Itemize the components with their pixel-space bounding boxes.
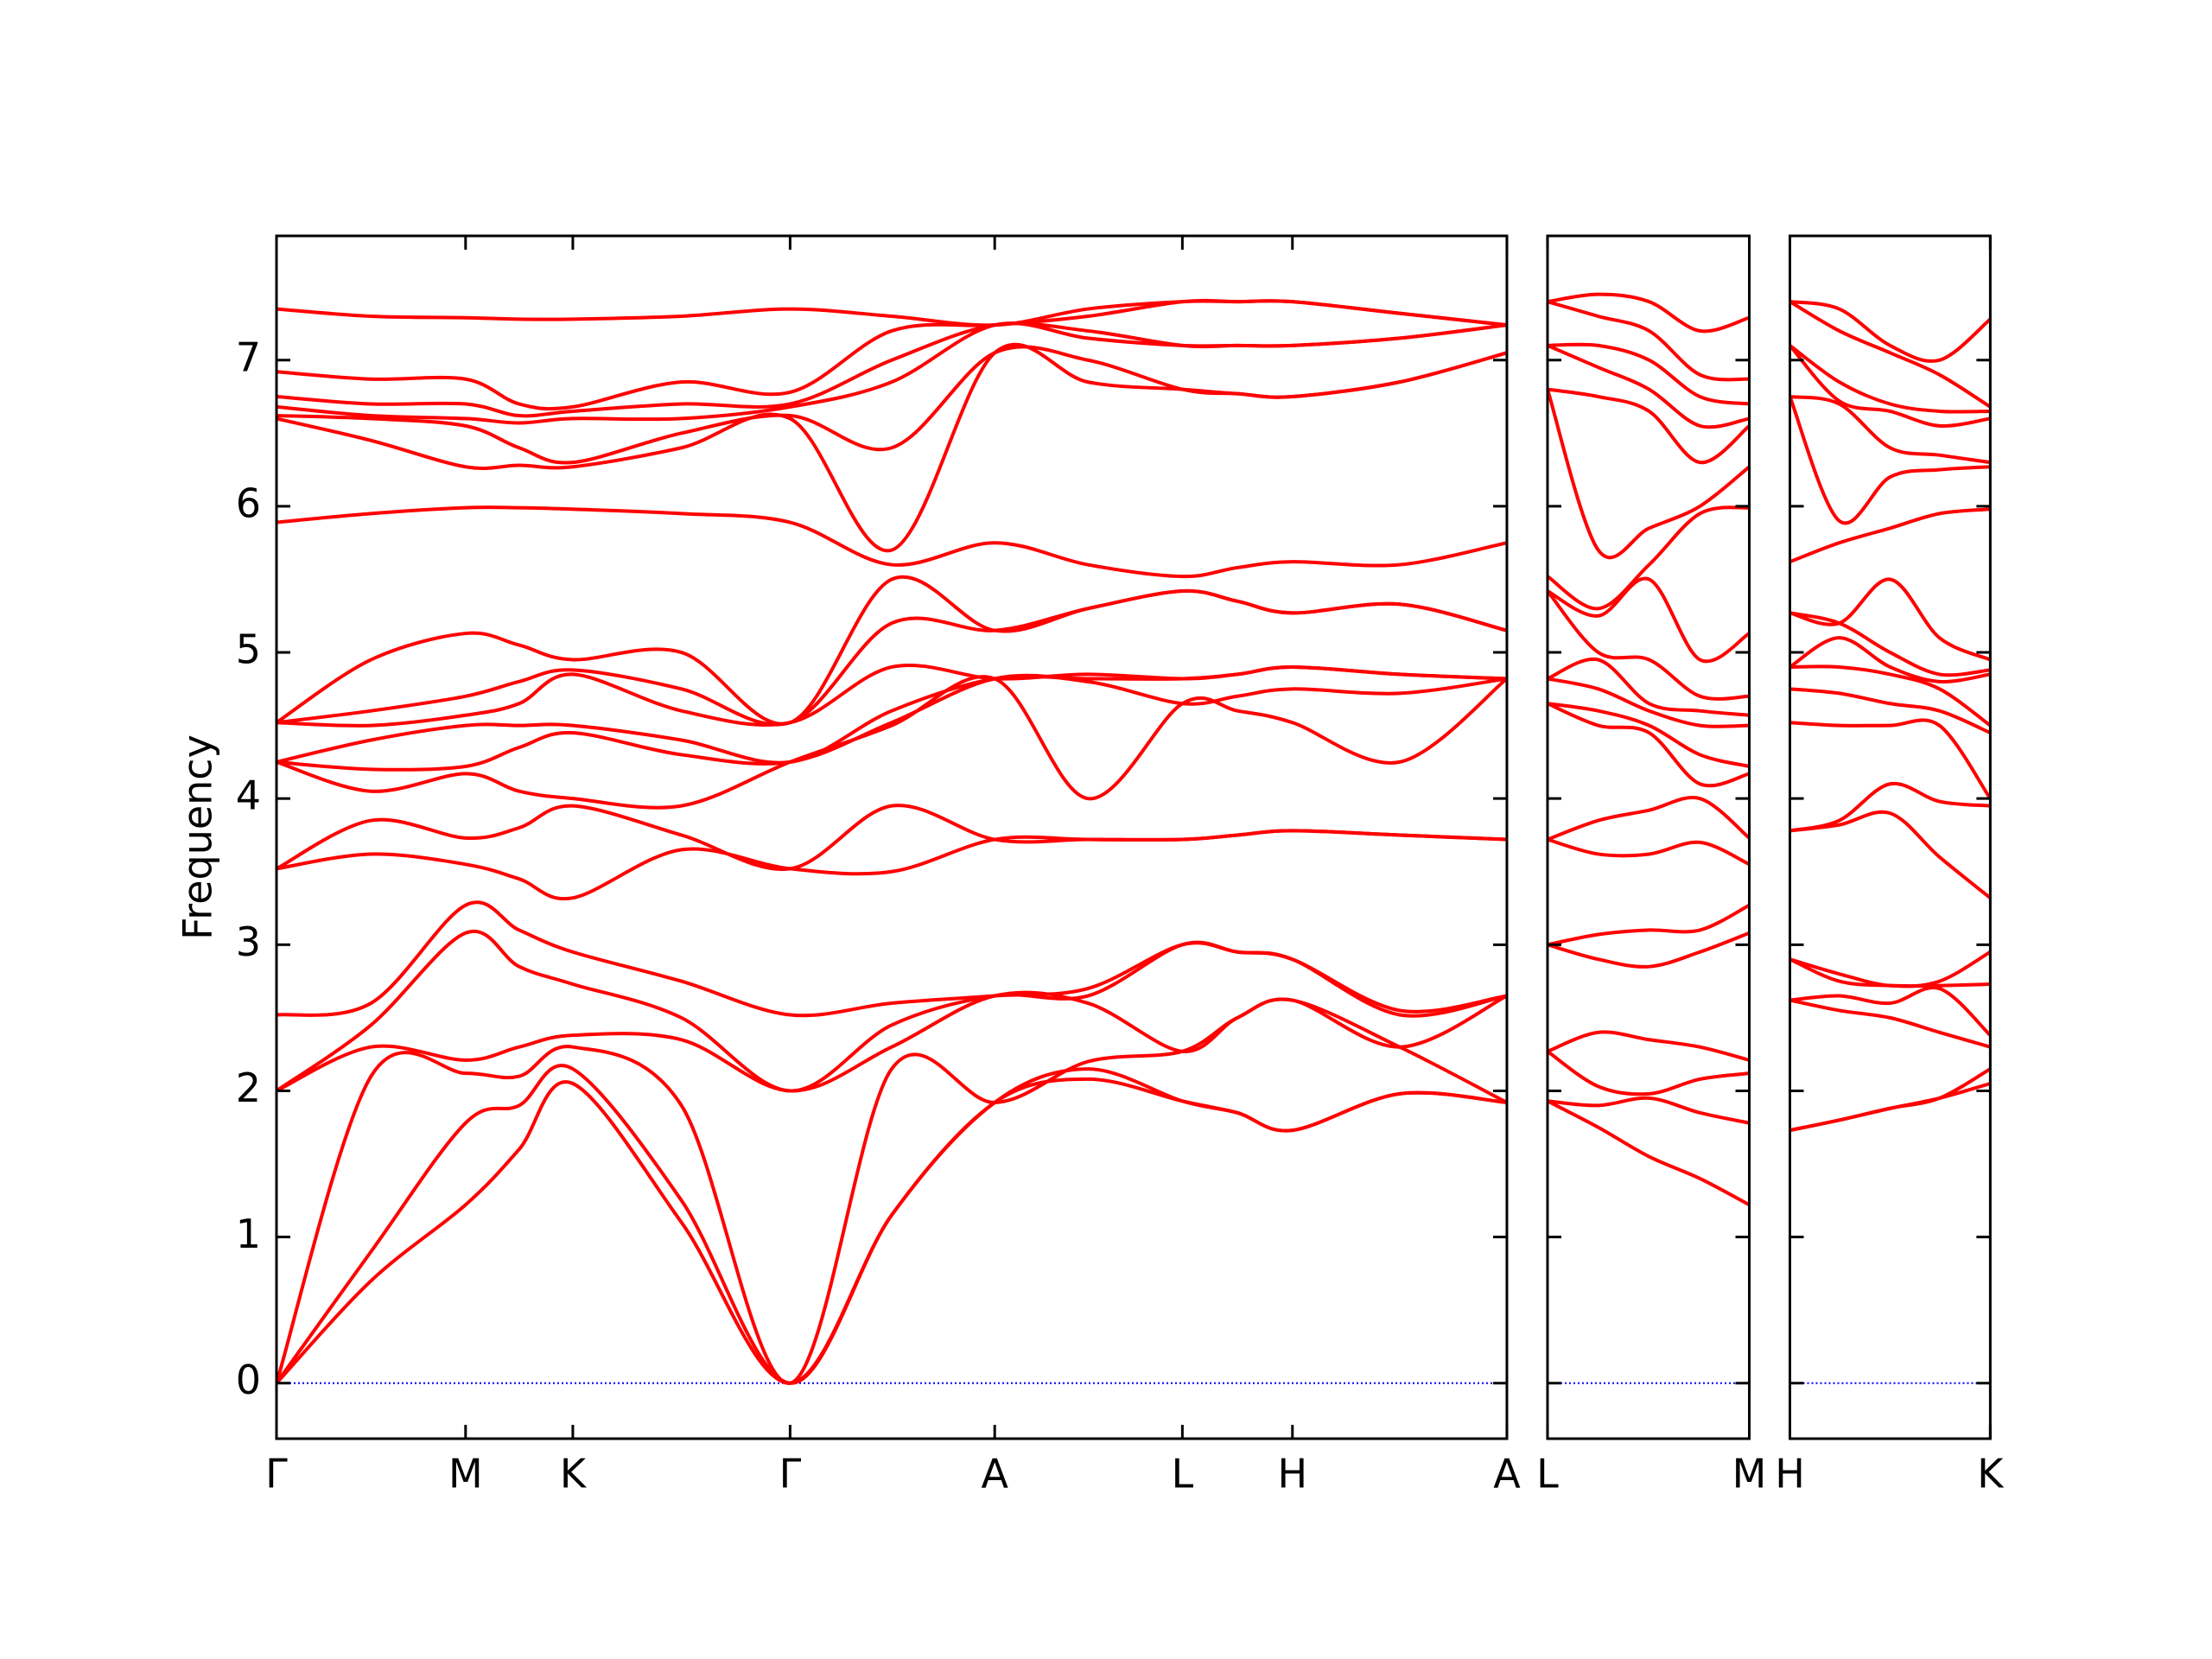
band — [1789, 507, 1991, 564]
band — [1789, 781, 1991, 833]
band — [1789, 577, 1991, 662]
band-lines — [1547, 292, 1750, 1207]
y-tick-label: 5 — [236, 626, 261, 673]
x-tick-label: A — [981, 1451, 1008, 1497]
x-tick-label: L — [1172, 1451, 1194, 1497]
band — [1547, 931, 1750, 969]
band — [1789, 687, 1991, 734]
band — [1547, 576, 1750, 664]
band — [276, 900, 1507, 1018]
band — [276, 575, 1507, 726]
band — [276, 321, 1507, 418]
band — [1789, 985, 1991, 1037]
band — [1547, 1099, 1750, 1207]
axes-frame — [1546, 234, 1751, 1440]
x-tick-label: K — [560, 1451, 588, 1497]
band — [276, 663, 1507, 728]
axes-frame — [275, 234, 1509, 1440]
band — [1789, 611, 1991, 677]
band — [1789, 718, 1991, 800]
band — [1547, 505, 1750, 611]
band — [1547, 388, 1750, 559]
band — [1789, 396, 1991, 525]
axes-frame — [1788, 234, 1992, 1440]
band — [1789, 300, 1991, 363]
band — [1789, 1067, 1991, 1133]
band — [276, 997, 1507, 1385]
band — [1547, 300, 1750, 382]
band — [1789, 998, 1991, 1049]
x-tick-label: M — [448, 1451, 483, 1497]
band-lines — [1789, 300, 1991, 1133]
y-tick-label: 3 — [236, 918, 261, 965]
band — [276, 345, 1507, 465]
y-tick-label: 6 — [236, 480, 261, 526]
band — [1547, 342, 1750, 406]
band — [1547, 903, 1750, 947]
band — [1547, 589, 1750, 701]
band — [276, 673, 1507, 772]
x-tick-label: A — [1493, 1451, 1521, 1497]
band — [276, 804, 1507, 872]
band — [1547, 1030, 1750, 1062]
x-tick-label: H — [1277, 1451, 1307, 1497]
band — [1547, 702, 1750, 788]
band — [1789, 300, 1991, 409]
band — [1789, 344, 1991, 428]
band — [276, 829, 1507, 901]
band — [1547, 387, 1750, 465]
band — [1789, 636, 1991, 683]
band — [1547, 702, 1750, 768]
band — [1789, 810, 1991, 899]
y-tick-label: 1 — [236, 1211, 261, 1257]
y-tick-label: 4 — [236, 772, 261, 819]
band-lines — [276, 298, 1507, 1385]
y-tick-label: 0 — [236, 1357, 261, 1403]
band — [1547, 677, 1750, 728]
band — [1547, 344, 1750, 429]
y-tick-label: 7 — [236, 334, 261, 380]
y-tick-label: 2 — [236, 1065, 261, 1111]
band — [1547, 657, 1750, 717]
band — [1789, 395, 1991, 465]
x-tick-label: K — [1977, 1451, 2005, 1497]
x-tick-label: M — [1732, 1451, 1767, 1497]
x-tick-label: Γ — [779, 1451, 802, 1497]
band — [276, 321, 1507, 425]
band — [1547, 1050, 1750, 1096]
band — [276, 1077, 1507, 1385]
band — [276, 299, 1507, 327]
band — [1789, 344, 1991, 414]
band — [1789, 664, 1991, 728]
x-tick-label: Γ — [265, 1451, 288, 1497]
y-axis-label: Frequency — [175, 734, 221, 940]
band — [276, 505, 1507, 579]
band — [1547, 292, 1750, 334]
band — [1789, 950, 1991, 988]
x-tick-label: H — [1775, 1451, 1805, 1497]
x-tick-label: L — [1536, 1451, 1559, 1497]
band — [1547, 837, 1750, 867]
band — [1547, 796, 1750, 842]
band — [276, 990, 1507, 1093]
band — [276, 1064, 1507, 1385]
band — [1547, 1096, 1750, 1125]
